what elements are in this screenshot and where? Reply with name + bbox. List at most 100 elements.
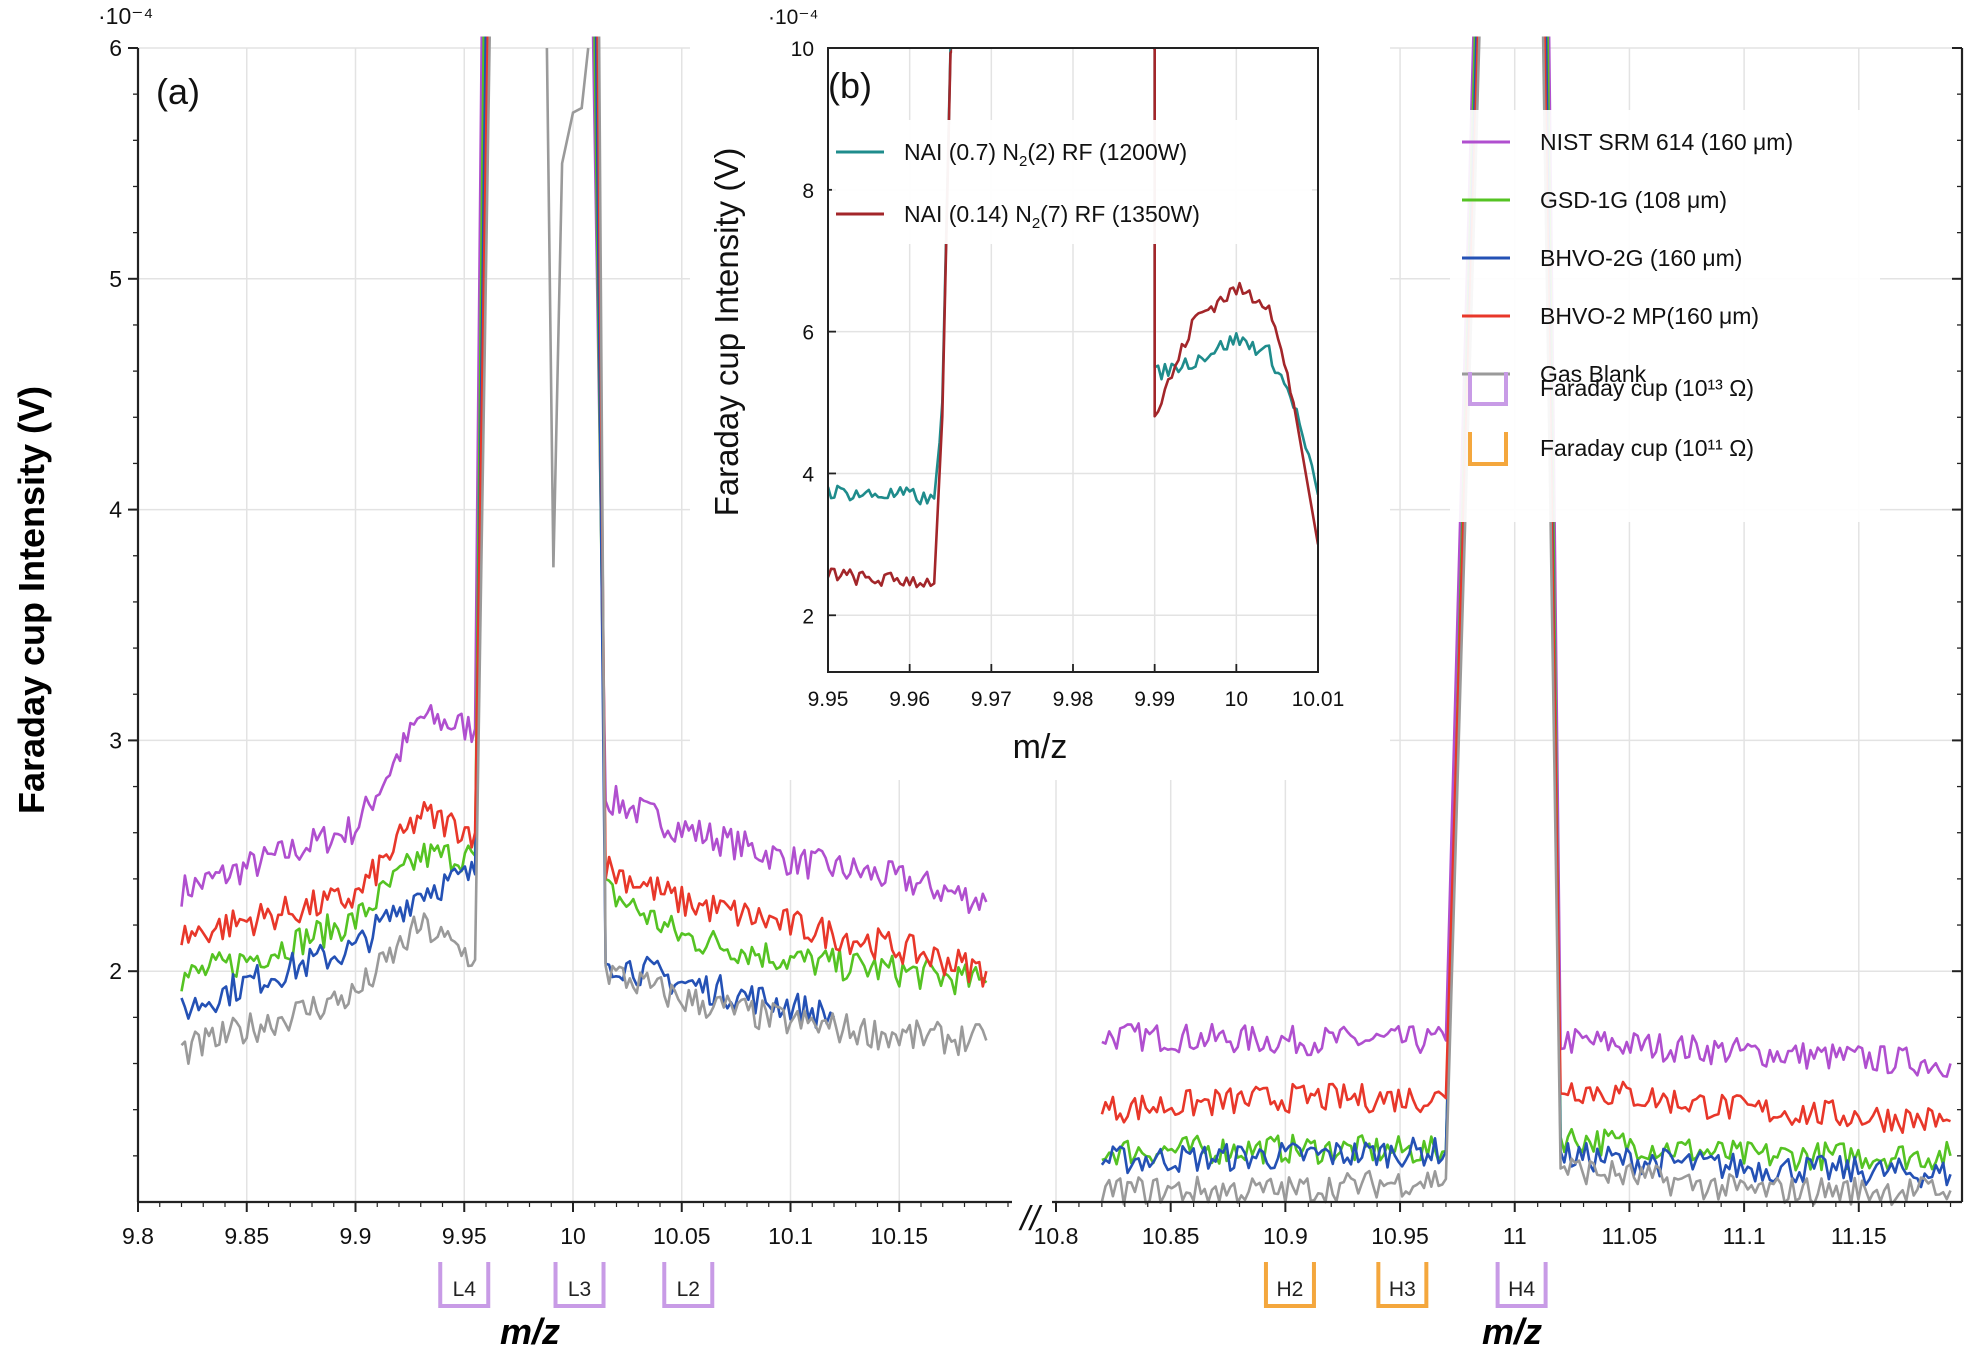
series-line [180,36,485,992]
cup-marker [553,1262,606,1308]
cup-label: L2 [677,1278,700,1301]
series-line [596,36,988,988]
cup-marker [1376,1262,1429,1308]
inset-x-tick-label: 9.99 [1134,688,1175,711]
series-line [1100,36,1478,1175]
main-x-tick-label: 10.15 [870,1223,928,1249]
cup-marker [1263,1262,1316,1308]
series-line [1100,36,1481,1206]
inset-legend-label: NAI (0.14) N2(7) RF (1350W) [904,201,1200,232]
main-x-tick-label: 9.95 [442,1223,487,1249]
inset-legend-label: NAI (0.7) N2(2) RF (1200W) [904,139,1187,170]
inset-x-tick-label: 10.01 [1292,688,1345,711]
cup-label: H4 [1508,1278,1535,1301]
main-y-tick-label: 5 [109,266,122,292]
cup-label: L4 [453,1278,477,1301]
inset-frame [827,47,1319,673]
series-line [180,36,487,1020]
series-line [1547,36,1952,1078]
cup-marker [1495,1262,1548,1308]
inset-y-tick-label: 6 [802,322,814,345]
main-y-exponent: ·10⁻⁴ [98,3,153,29]
cup-legend-swatch [1468,432,1508,466]
inset-x-tick-label: 9.97 [971,688,1012,711]
series-line [1546,36,1952,1172]
inset-panel-label: (b) [828,65,872,106]
main-x-tick-label: 9.85 [224,1223,269,1249]
series-line [1544,36,1952,1189]
legend-label: GSD-1G (108 μm) [1540,187,1727,213]
main-x-tick-label: 10.8 [1034,1223,1079,1249]
inset-y-tick-label: 10 [791,38,814,61]
main-panel-label: (a) [156,71,200,112]
series-line [593,36,988,996]
series-line [591,36,988,914]
cup-markers: L4 L3 L2 H2 H3 H4 [438,1262,1548,1308]
cup-label: H2 [1277,1278,1304,1301]
legend-label: NIST SRM 614 (160 μm) [1540,129,1793,155]
series-line [180,36,491,1065]
cup-marker [662,1262,715,1308]
main-y-axis-title: Faraday cup Intensity (V) [11,386,52,814]
inset-y-axis-title: Faraday cup Intensity (V) [708,148,745,517]
main-legend: NIST SRM 614 (160 μm) GSD-1G (108 μm) BHVO… [1450,110,1880,522]
inset-x-axis-title: m/z [1013,728,1068,766]
legend-label: Gas Blank [1540,361,1647,387]
series-line [1541,36,1952,1207]
main-x-tick-label: 9.9 [340,1223,372,1249]
series-line [1101,36,1475,1057]
series-3 [180,36,1952,1189]
cup-legend-label: Faraday cup (10¹³ Ω) [1540,375,1754,401]
series-line [180,36,483,907]
inset-legend-bg [832,120,1312,244]
main-y-tick-label: 4 [109,497,122,523]
inset-x-tick-label: 9.96 [889,688,930,711]
legend-label: BHVO-2 MP(160 μm) [1540,303,1759,329]
axis-break-mark: // [1019,1200,1043,1238]
main-x-tick-label: 11.15 [1831,1223,1887,1249]
inset-legend: NAI (0.7) N2(2) RF (1200W) NAI (0.14) N2(… [832,120,1312,244]
cup-label: H3 [1389,1278,1416,1301]
series-line [594,36,836,1029]
main-x-tick-label: 10.95 [1371,1223,1429,1249]
main-x-tick-label: 11 [1503,1223,1527,1249]
series-4 [180,36,1951,1134]
main-y-tick-label: 6 [109,35,122,61]
inset-y-tick-label: 2 [802,605,814,628]
main-x-tick-label: 10.9 [1263,1223,1308,1249]
main-x-tick-label: 10.1 [768,1223,813,1249]
inset-x-tick-label: 9.98 [1053,688,1094,711]
inset-y-tick-label: 8 [802,180,814,203]
gas-blank-dip-line [545,47,590,568]
main-series [180,36,1952,1207]
inset-series-line [828,48,1318,589]
cup-legend-label: Faraday cup (10¹¹ Ω) [1540,435,1754,461]
series-5 [180,36,1952,1207]
main-x-tick-label: 10 [560,1223,586,1249]
main-y-tick-label: 2 [109,958,122,984]
inset-y-exponent: ·10⁻⁴ [768,6,818,29]
cup-label: L3 [568,1278,591,1301]
cup-marker [438,1262,491,1308]
main-x-tick-label: 10.05 [653,1223,711,1249]
series-1 [180,36,1952,1078]
series-line [1100,36,1480,1124]
inset-x-tick-label: 10 [1225,688,1248,711]
main-x-axis-title-right: m/z [1482,1311,1542,1352]
main-x-tick-label: 11.1 [1723,1223,1766,1249]
main-x-tick-label: 10.85 [1142,1223,1200,1249]
main-axes: 2 3 4 5 6 9.8 9.85 9.9 9.95 10 10.05 10.1 10.15 10.8 1… [109,35,1964,1249]
inset-x-tick-label: 9.95 [808,688,849,711]
main-x-tick-label: 9.8 [122,1223,154,1249]
series-line [180,36,489,946]
inset-y-tick-label: 4 [802,463,814,486]
series-line [1543,36,1951,1134]
legend-label: BHVO-2G (160 μm) [1540,245,1742,271]
inset-axes: 9.95 9.96 9.97 9.98 9.99 10 10.01 2 4 6 8 10 [791,38,1345,711]
cup-legend-swatch [1468,372,1508,406]
series-line [597,36,988,1057]
main-x-tick-label: 11.05 [1601,1223,1657,1249]
main-y-tick-label: 3 [109,727,122,753]
